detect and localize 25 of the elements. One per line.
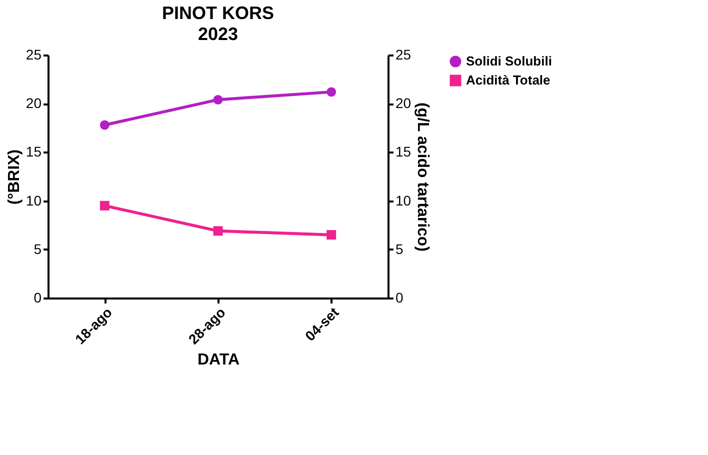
- y-tick-label: 0: [34, 290, 42, 306]
- y2-tick-label: 10: [396, 192, 412, 208]
- legend-label: Acidità Totale: [466, 72, 550, 88]
- y2-tick-label: 0: [396, 290, 404, 306]
- y-tick-label: 20: [26, 95, 42, 112]
- point: [326, 230, 336, 240]
- point: [100, 200, 110, 210]
- point: [213, 226, 223, 236]
- legend-label: Solidi Solubili: [466, 54, 552, 68]
- point: [326, 87, 336, 97]
- point: [213, 94, 223, 104]
- y-axis-title: (°BRIX): [6, 149, 23, 205]
- y2-tick-label: 20: [396, 95, 412, 112]
- y-tick-label: 5: [34, 240, 42, 257]
- y-tick-label: 15: [26, 144, 42, 160]
- y-tick-label: 10: [26, 192, 42, 208]
- y2-axis-title: (g/L acido tartarico): [414, 102, 432, 252]
- y2-tick-label: 25: [396, 46, 412, 62]
- point: [100, 120, 110, 130]
- y2-tick-label: 15: [396, 144, 412, 160]
- y-tick-label: 25: [26, 46, 42, 62]
- y2-tick-label: 5: [396, 240, 404, 257]
- x-axis-title: DATA: [197, 351, 240, 368]
- chart-title: PINOT KORS: [162, 3, 274, 23]
- chart-subtitle: 2023: [198, 24, 238, 44]
